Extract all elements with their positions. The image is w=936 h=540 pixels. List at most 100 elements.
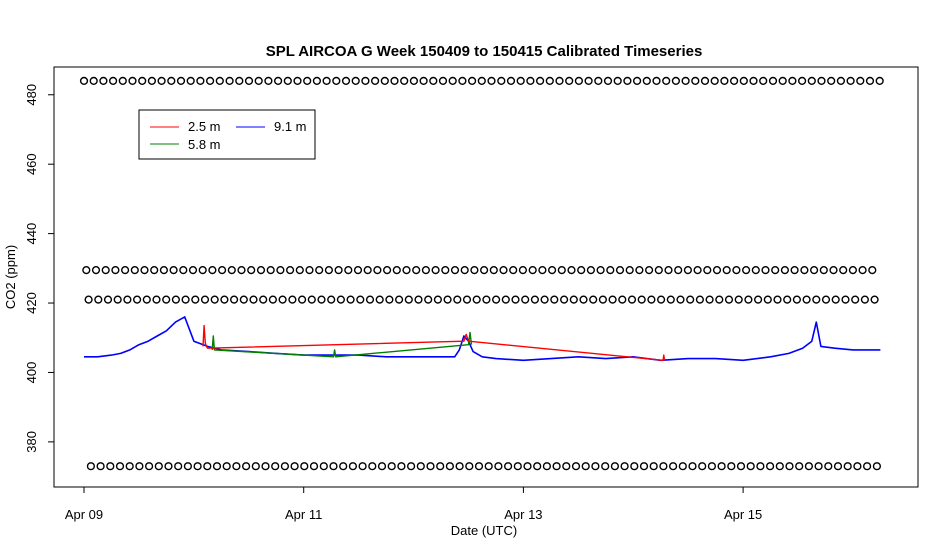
marker-point	[373, 266, 382, 275]
marker-point	[678, 462, 687, 471]
marker-point	[385, 295, 394, 304]
marker-point	[686, 295, 695, 304]
marker-point	[722, 266, 731, 275]
marker-point	[598, 295, 608, 304]
marker-point	[506, 76, 516, 86]
marker-point	[666, 295, 675, 304]
marker-point	[89, 76, 98, 86]
marker-point	[480, 266, 489, 275]
marker-point	[402, 266, 411, 275]
marker-point	[763, 295, 772, 304]
marker-point	[387, 462, 396, 471]
marker-point	[654, 266, 663, 275]
marker-point	[305, 266, 314, 275]
marker-point	[639, 462, 649, 471]
marker-point	[574, 76, 584, 86]
marker-point	[266, 266, 275, 275]
marker-point	[103, 295, 113, 304]
marker-point	[82, 266, 91, 275]
x-tick-label: Apr 15	[724, 507, 762, 522]
marker-point	[724, 295, 734, 304]
marker-point	[584, 76, 593, 86]
marker-point	[749, 76, 758, 86]
marker-point	[565, 76, 574, 86]
marker-point	[727, 462, 736, 471]
marker-point	[324, 266, 334, 275]
marker-point	[256, 266, 266, 275]
marker-point	[348, 462, 358, 471]
marker-point	[353, 266, 363, 275]
marker-point	[421, 266, 431, 275]
x-tick-label: Apr 11	[285, 507, 322, 522]
marker-point	[492, 295, 501, 304]
marker-point	[591, 462, 600, 471]
legend: 2.5 m 5.8 m 9.1 m	[138, 109, 316, 160]
marker-point	[601, 462, 610, 471]
marker-point	[171, 295, 181, 304]
marker-point	[618, 295, 627, 304]
marker-point	[222, 462, 231, 471]
marker-point	[644, 266, 654, 275]
marker-point	[125, 462, 134, 471]
marker-point	[142, 295, 151, 304]
marker-point	[552, 462, 561, 471]
marker-point	[562, 462, 571, 471]
marker-point	[540, 295, 549, 304]
marker-point	[431, 266, 440, 275]
marker-point	[705, 295, 714, 304]
marker-point	[814, 462, 823, 471]
marker-point	[862, 462, 872, 471]
marker-point	[700, 76, 710, 86]
series-line-9-1-m	[84, 316, 881, 362]
marker-point	[630, 462, 639, 471]
marker-point	[817, 76, 826, 86]
marker-point	[210, 295, 219, 304]
marker-point	[232, 462, 241, 471]
marker-point	[547, 266, 557, 275]
marker-point	[392, 266, 401, 275]
marker-point	[868, 266, 877, 275]
y-tick-label: 400	[24, 362, 39, 384]
marker-point	[497, 76, 506, 86]
marker-point	[191, 295, 200, 304]
marker-point	[775, 462, 784, 471]
marker-point	[206, 76, 215, 86]
marker-point	[300, 462, 309, 471]
marker-point	[174, 462, 183, 471]
marker-point	[557, 266, 566, 275]
marker-point	[227, 266, 236, 275]
marker-point	[613, 76, 622, 86]
marker-point	[589, 295, 598, 304]
marker-point	[303, 76, 312, 86]
marker-point	[615, 266, 625, 275]
marker-point	[511, 295, 520, 304]
marker-point	[603, 76, 613, 86]
marker-point	[154, 462, 163, 471]
marker-point	[455, 462, 464, 471]
marker-point	[441, 266, 450, 275]
marker-point	[833, 462, 843, 471]
marker-point	[839, 266, 848, 275]
marker-point	[853, 462, 862, 471]
marker-point	[812, 295, 821, 304]
marker-point	[235, 76, 244, 86]
y-tick-label: 380	[24, 431, 39, 453]
marker-point	[429, 76, 438, 86]
marker-point	[276, 266, 285, 275]
marker-point	[627, 295, 637, 304]
marker-point	[198, 266, 207, 275]
marker-point	[555, 76, 564, 86]
marker-point	[632, 76, 642, 86]
marker-point	[380, 76, 389, 86]
marker-point	[712, 266, 722, 275]
marker-point	[237, 266, 246, 275]
marker-point	[647, 295, 656, 304]
marker-point	[128, 76, 137, 86]
marker-point	[196, 76, 205, 86]
marker-point	[438, 76, 448, 86]
marker-point	[414, 295, 423, 304]
marker-point	[412, 266, 421, 275]
marker-point	[652, 76, 661, 86]
marker-point	[535, 76, 545, 86]
marker-point	[79, 76, 89, 86]
